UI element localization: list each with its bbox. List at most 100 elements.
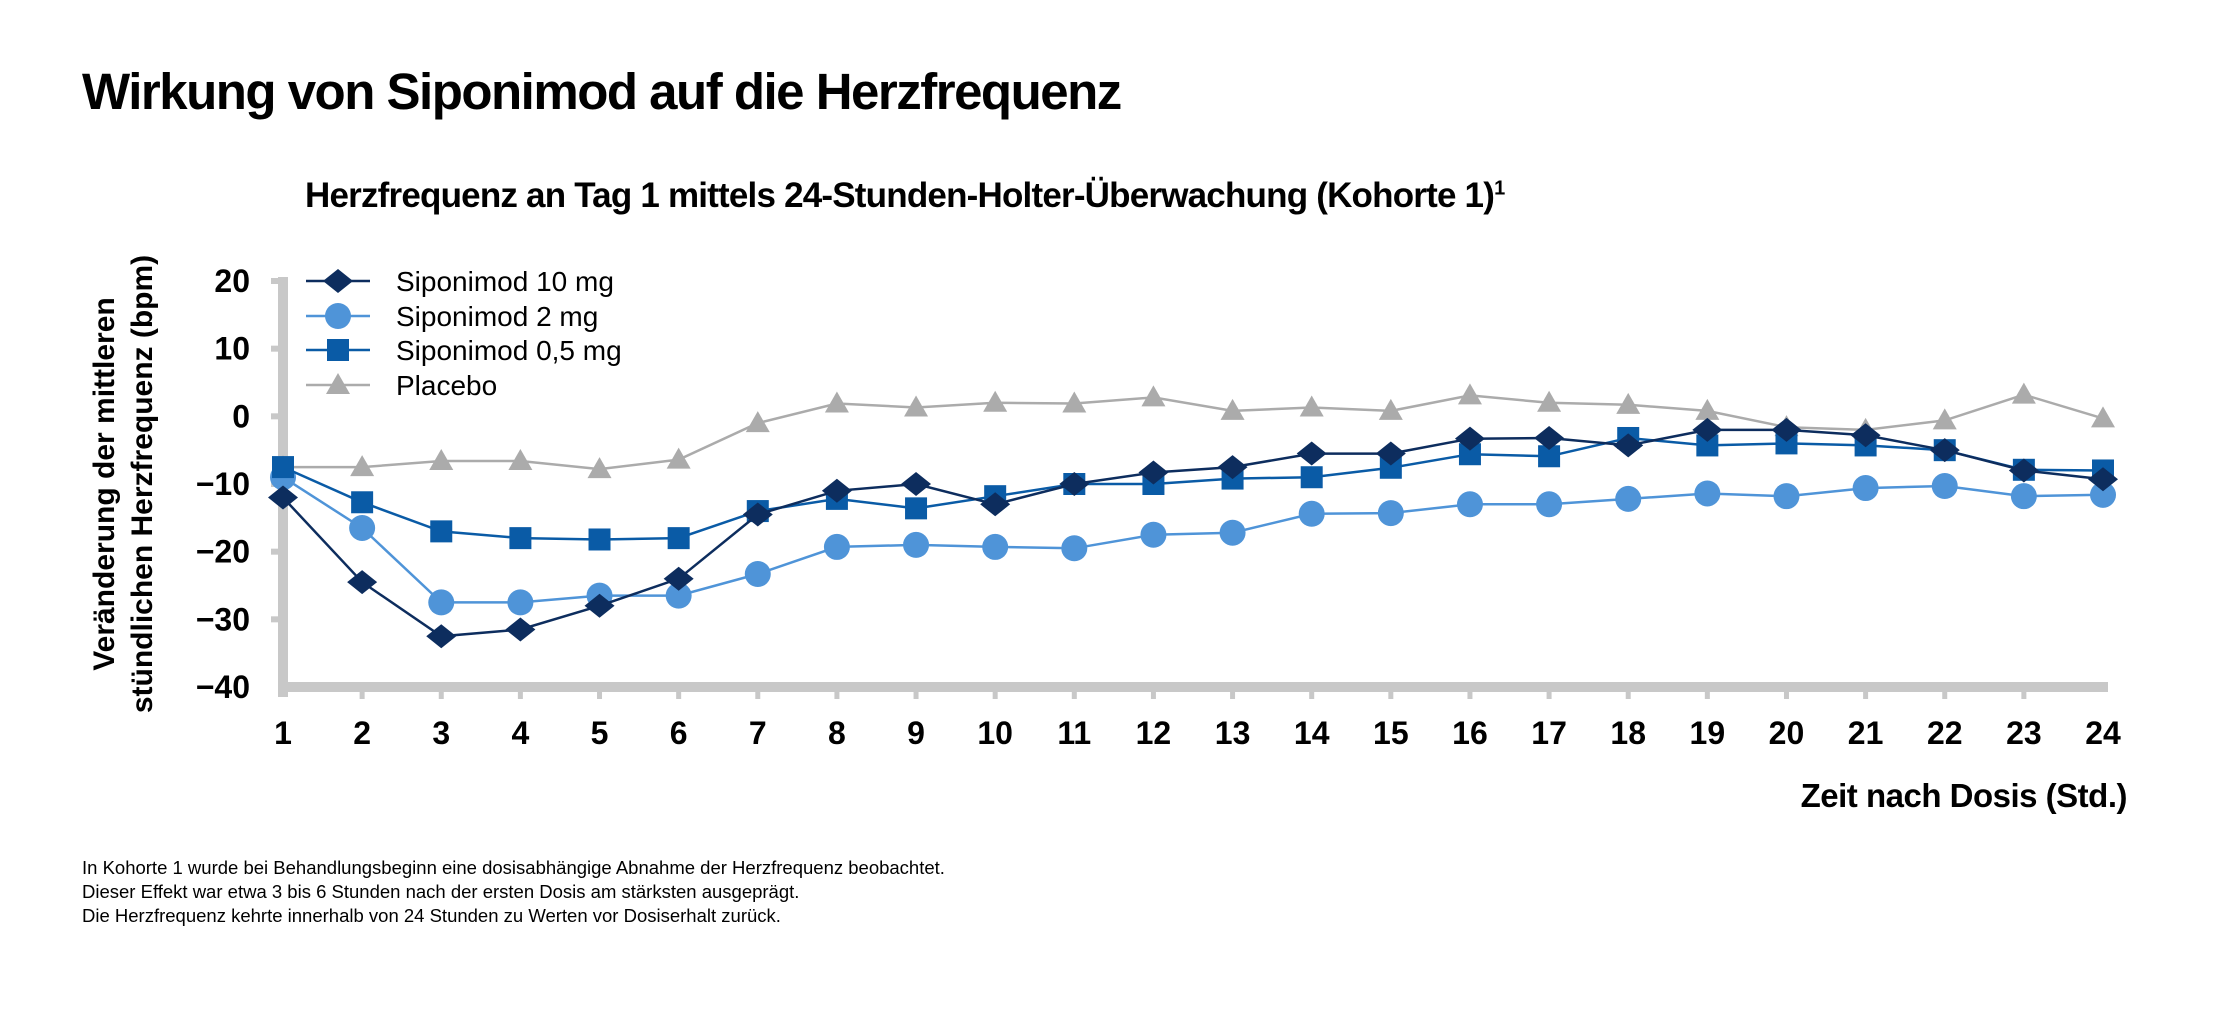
data-point (1456, 491, 1483, 518)
y-tick-label: 20 (214, 263, 250, 299)
data-point (666, 447, 691, 469)
legend-item: Siponimod 2 mg (306, 301, 598, 332)
legend-item: Placebo (306, 370, 497, 401)
data-point (505, 617, 536, 642)
data-point (1932, 408, 1957, 430)
data-point (744, 560, 771, 587)
x-tick-label: 15 (1373, 715, 1409, 751)
legend-marker (323, 269, 353, 293)
y-tick-label: −40 (196, 669, 250, 705)
series-line (283, 393, 2104, 471)
x-tick-label: 6 (670, 715, 688, 751)
y-tick-label: −20 (196, 534, 250, 570)
data-point (1454, 426, 1485, 451)
x-tick-label: 8 (828, 715, 846, 751)
x-tick-label: 24 (2085, 715, 2121, 751)
data-point (1379, 456, 1402, 479)
x-tick-label: 2 (353, 715, 371, 751)
data-point (905, 497, 928, 520)
series-diamond (268, 417, 2118, 649)
data-point (1695, 398, 1720, 420)
page-title: Wirkung von Siponimod auf die Herzfreque… (82, 63, 1122, 120)
data-point (272, 456, 294, 479)
data-point (1773, 483, 1800, 510)
data-point (823, 533, 850, 560)
data-point (1140, 521, 1167, 548)
data-point (430, 520, 453, 543)
series-line (282, 476, 2104, 604)
x-tick-label: 1 (274, 715, 292, 751)
x-tick-label: 11 (1057, 715, 1091, 751)
data-point (1062, 391, 1087, 413)
data-point (2011, 382, 2036, 404)
data-point (1378, 398, 1403, 420)
data-point (904, 395, 929, 417)
data-point (1692, 417, 1723, 442)
series-triangle (271, 382, 2115, 479)
x-tick-label: 3 (432, 715, 450, 751)
y-axis-label-line: stündlichen Herzfrequenz (bpm) (126, 255, 159, 713)
data-point (667, 527, 690, 550)
data-point (2090, 481, 2116, 508)
chart-axis-labels: Veränderung der mittleren stündlichen Her… (88, 255, 2128, 814)
data-point (1537, 390, 1562, 412)
data-point (821, 478, 852, 503)
legend-marker (326, 373, 350, 394)
data-point (1775, 432, 1798, 455)
footnote-line: Die Herzfrequenz kehrte innerhalb von 24… (82, 905, 781, 926)
footnote-line: Dieser Effekt war etwa 3 bis 6 Stunden n… (82, 881, 800, 902)
x-tick-label: 22 (1927, 715, 1963, 751)
data-point (742, 502, 773, 527)
legend-label: Siponimod 10 mg (396, 266, 614, 297)
data-point (268, 485, 298, 510)
data-point (901, 472, 932, 496)
legend-marker (325, 303, 351, 329)
data-point (1457, 383, 1482, 405)
data-point (980, 492, 1011, 517)
y-tick-label: 0 (232, 398, 250, 434)
chart-title-text: Herzfrequenz an Tag 1 mittels 24-Stunden… (305, 176, 1495, 215)
data-point (351, 491, 374, 514)
data-point (745, 411, 770, 433)
x-tick-label: 5 (591, 715, 609, 751)
data-point (350, 455, 375, 477)
data-point (1220, 398, 1245, 420)
legend-label: Siponimod 0,5 mg (396, 335, 622, 366)
data-point (1696, 434, 1719, 457)
data-point (1615, 485, 1642, 512)
x-tick-label: 18 (1610, 715, 1646, 751)
footnote-line: In Kohorte 1 wurde bei Behandlungsbeginn… (82, 857, 945, 878)
x-tick-label: 16 (1452, 715, 1488, 751)
legend-item: Siponimod 10 mg (306, 266, 614, 297)
data-point (428, 589, 455, 616)
data-point (1296, 441, 1327, 466)
data-point (983, 390, 1008, 412)
data-point (1141, 385, 1166, 407)
footnote: In Kohorte 1 wurde bei Behandlungsbeginn… (82, 856, 945, 928)
data-point (1299, 395, 1324, 417)
legend-label: Placebo (396, 370, 497, 401)
data-point (1536, 491, 1563, 518)
y-tick-label: 10 (214, 331, 250, 367)
x-tick-label: 12 (1136, 715, 1172, 751)
data-point (2008, 458, 2039, 483)
data-point (1377, 500, 1404, 527)
data-point (429, 448, 454, 470)
data-point (1613, 433, 1644, 458)
data-point (1138, 460, 1169, 485)
data-point (2091, 406, 2115, 428)
x-tick-label: 4 (511, 715, 529, 751)
data-point (665, 582, 692, 609)
x-tick-label: 17 (1531, 715, 1567, 751)
data-point (824, 391, 849, 413)
data-point (349, 514, 376, 541)
x-tick-label: 21 (1848, 715, 1884, 751)
data-point (2088, 467, 2118, 492)
data-point (1929, 438, 1960, 463)
y-tick-label: −30 (196, 601, 250, 637)
data-point (509, 527, 532, 550)
data-point (347, 570, 378, 595)
